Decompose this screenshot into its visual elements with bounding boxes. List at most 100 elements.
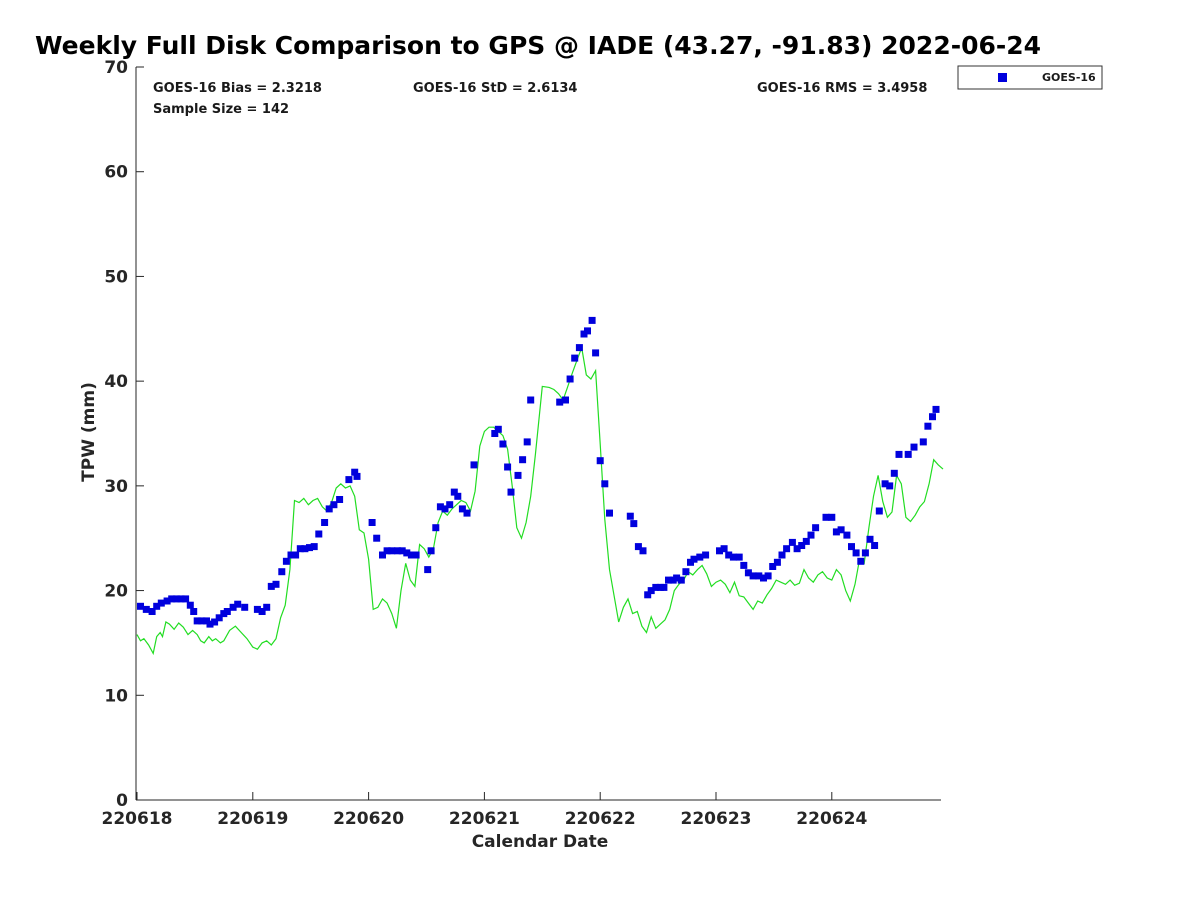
gps-series-line bbox=[136, 345, 944, 656]
goes16-data-point bbox=[861, 549, 869, 557]
goes16-data-point bbox=[749, 572, 757, 580]
goes16-data-point bbox=[234, 600, 242, 608]
goes16-data-point bbox=[263, 603, 271, 611]
legend-box bbox=[957, 65, 1103, 90]
goes16-data-point bbox=[229, 603, 237, 611]
sample-size-stat: Sample Size = 142 bbox=[153, 102, 289, 117]
goes16-data-point bbox=[716, 547, 723, 555]
y-tick-label: 10 bbox=[104, 686, 128, 706]
goes16-data-point bbox=[306, 544, 313, 552]
goes16-data-point bbox=[441, 505, 449, 513]
goes16-data-point bbox=[783, 545, 791, 553]
goes16-data-point bbox=[383, 547, 391, 555]
y-axis-ticks: 0 10 20 30 40 50 60 70 bbox=[104, 58, 144, 811]
goes16-data-point bbox=[725, 551, 733, 559]
goes16-data-point bbox=[351, 468, 359, 476]
goes16-data-point bbox=[287, 551, 295, 559]
goes16-data-point bbox=[592, 349, 600, 357]
goes16-data-point bbox=[278, 568, 286, 576]
goes16-data-point bbox=[929, 413, 936, 421]
goes16-data-point bbox=[394, 547, 402, 555]
goes16-data-point bbox=[499, 440, 507, 448]
goes16-data-point bbox=[296, 545, 304, 553]
goes16-data-point bbox=[157, 599, 165, 607]
goes16-data-point bbox=[875, 507, 883, 515]
goes16-data-point bbox=[193, 617, 201, 625]
goes16-data-point bbox=[919, 438, 927, 446]
x-tick-label: 220624 bbox=[796, 809, 867, 829]
goes16-data-point bbox=[514, 471, 522, 479]
goes16-data-point bbox=[639, 547, 647, 555]
goes16-data-point bbox=[310, 543, 318, 551]
goes16-data-point bbox=[843, 531, 851, 539]
goes16-data-point bbox=[702, 551, 710, 559]
goes16-data-point bbox=[778, 551, 786, 559]
goes16-data-point bbox=[412, 551, 420, 559]
goes16-data-point bbox=[690, 555, 698, 563]
goes16-data-point bbox=[773, 558, 781, 566]
goes16-data-point bbox=[446, 501, 454, 509]
goes16-data-point bbox=[660, 583, 668, 591]
goes16-data-point bbox=[807, 531, 815, 539]
goes16-data-point bbox=[504, 463, 512, 471]
goes16-data-point bbox=[904, 450, 912, 458]
goes16-data-point bbox=[436, 503, 444, 511]
goes16-data-point bbox=[463, 509, 471, 517]
goes16-data-point bbox=[760, 574, 767, 582]
goes16-data-point bbox=[186, 601, 194, 609]
goes16-data-point bbox=[282, 557, 290, 565]
goes16-data-point bbox=[575, 344, 583, 352]
goes16-data-point bbox=[720, 545, 728, 553]
goes16-data-point bbox=[924, 422, 932, 430]
goes16-data-point bbox=[253, 605, 261, 613]
goes16-data-point bbox=[450, 488, 458, 496]
rms-stat: GOES-16 RMS = 3.4958 bbox=[757, 81, 927, 96]
goes16-data-point bbox=[798, 542, 806, 549]
goes16-data-point bbox=[424, 566, 432, 574]
goes16-data-point bbox=[301, 545, 309, 553]
goes16-data-point bbox=[523, 438, 531, 446]
x-axis-ticks: 220618 220619 220620 220621 220622 220623 2206… bbox=[102, 792, 867, 829]
goes16-data-point bbox=[137, 602, 144, 610]
goes16-data-point bbox=[353, 472, 361, 480]
x-tick-label: 220619 bbox=[217, 809, 288, 829]
goes16-data-point bbox=[330, 501, 338, 509]
goes16-data-point bbox=[571, 354, 579, 362]
goes16-data-point bbox=[153, 602, 161, 610]
goes16-data-point bbox=[881, 480, 889, 488]
goes16-data-point bbox=[379, 551, 386, 559]
x-tick-label: 220622 bbox=[565, 809, 636, 829]
y-tick-label: 40 bbox=[104, 372, 128, 392]
goes16-data-point bbox=[832, 528, 840, 536]
goes16-data-point bbox=[148, 608, 156, 615]
goes16-data-point bbox=[682, 568, 690, 576]
y-tick-label: 30 bbox=[104, 477, 128, 497]
plot-area bbox=[135, 67, 941, 801]
std-stat: GOES-16 StD = 2.6134 bbox=[413, 81, 577, 96]
goes16-data-point bbox=[432, 524, 440, 532]
y-tick-label: 70 bbox=[104, 58, 128, 78]
chart-title: Weekly Full Disk Comparison to GPS @ IAD… bbox=[35, 31, 1041, 60]
goes16-data-point bbox=[206, 620, 214, 628]
goes16-data-point bbox=[729, 553, 737, 561]
y-axis-label: TPW (mm) bbox=[79, 382, 99, 482]
goes16-data-point bbox=[491, 430, 499, 437]
goes16-data-point bbox=[198, 617, 206, 625]
goes16-data-point bbox=[427, 547, 435, 555]
goes16-data-point bbox=[755, 572, 763, 580]
goes16-data-point bbox=[910, 443, 918, 451]
goes16-data-point bbox=[828, 513, 836, 521]
goes16-data-point bbox=[336, 496, 344, 503]
goes16-data-point bbox=[866, 535, 874, 543]
legend-label-goes16: GOES-16 bbox=[1042, 71, 1096, 84]
goes16-data-point bbox=[562, 396, 569, 404]
legend: GOES-16 bbox=[957, 65, 1103, 90]
goes16-data-point bbox=[470, 461, 478, 469]
goes16-data-point bbox=[168, 595, 176, 603]
y-tick-label: 20 bbox=[104, 582, 128, 602]
bias-stat: GOES-16 Bias = 2.3218 bbox=[153, 81, 322, 96]
goes16-data-point bbox=[848, 543, 855, 551]
y-tick-label: 0 bbox=[116, 791, 128, 811]
goes16-data-point bbox=[769, 563, 777, 570]
x-axis-label: Calendar Date bbox=[472, 832, 609, 852]
